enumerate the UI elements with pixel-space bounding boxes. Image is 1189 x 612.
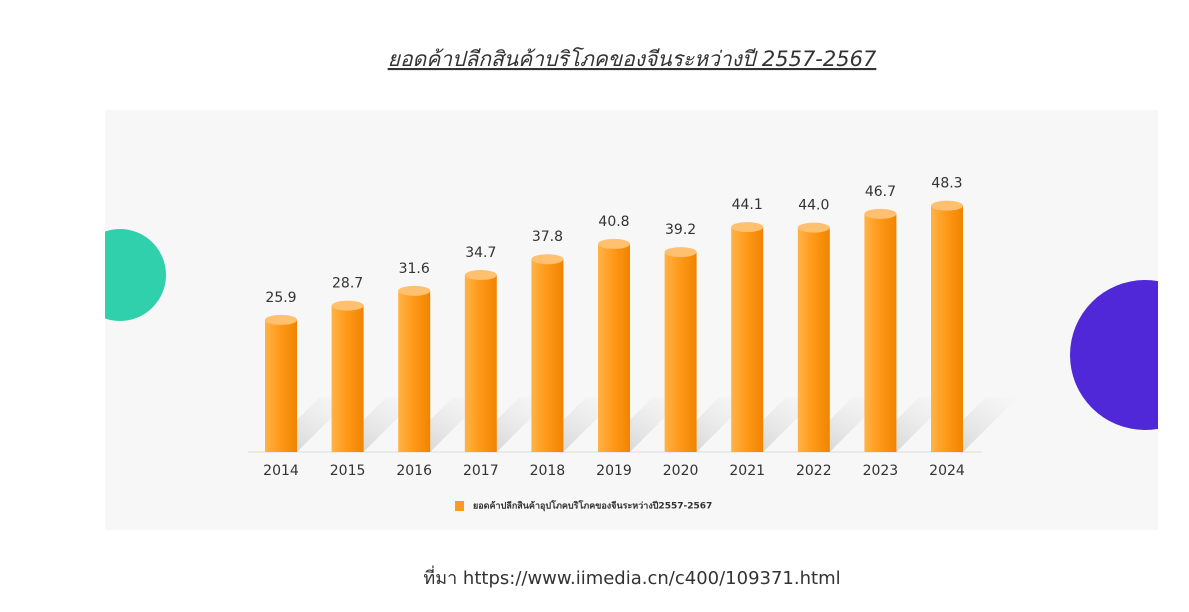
x-tick-label: 2020 xyxy=(663,463,699,479)
data-label: 44.1 xyxy=(732,197,763,213)
bar xyxy=(531,259,564,452)
legend-label: ยอดค้าปลีกสินค้าอุปโภคบริโภคของจีนระหว่า… xyxy=(473,500,712,512)
bar-cap xyxy=(331,300,364,311)
x-tick-label: 2023 xyxy=(863,463,899,479)
bar-cap xyxy=(265,314,297,325)
data-label: 34.7 xyxy=(465,245,496,261)
bar-cap xyxy=(731,222,764,233)
bar xyxy=(664,252,697,452)
x-tick-label: 2018 xyxy=(530,463,566,479)
chart-title: ยอดค้าปลีกสินค้าบริโภคของจีนระหว่างปี 25… xyxy=(388,47,877,71)
bar-cap xyxy=(398,285,431,296)
bar-cap xyxy=(531,254,564,265)
x-tick-label: 2019 xyxy=(596,463,632,479)
x-tick-label: 2014 xyxy=(263,463,299,479)
x-tick-label: 2016 xyxy=(396,463,432,479)
data-label: 48.3 xyxy=(931,176,962,192)
bar xyxy=(464,275,497,452)
data-label: 46.7 xyxy=(865,184,896,200)
purple-circle xyxy=(1070,280,1158,430)
bar xyxy=(265,319,297,452)
data-label: 31.6 xyxy=(399,261,430,277)
bar xyxy=(331,305,364,452)
bar-cap xyxy=(931,200,963,211)
data-label: 37.8 xyxy=(532,229,563,245)
bar-cap xyxy=(664,247,697,258)
x-tick-label: 2015 xyxy=(330,463,366,479)
bar-cap xyxy=(797,222,830,233)
data-label: 25.9 xyxy=(265,290,296,306)
data-label: 44.0 xyxy=(798,198,829,214)
bar-cap xyxy=(864,208,897,219)
green-circle xyxy=(105,229,166,321)
bar xyxy=(398,290,431,452)
bar xyxy=(731,227,764,452)
legend-swatch xyxy=(455,501,464,511)
bar xyxy=(797,227,830,452)
x-tick-label: 2021 xyxy=(729,463,765,479)
data-label: 39.2 xyxy=(665,222,696,238)
bar-cap xyxy=(598,238,630,249)
bar xyxy=(598,243,630,452)
x-tick-label: 2022 xyxy=(796,463,832,479)
bar xyxy=(931,205,963,452)
data-label: 28.7 xyxy=(332,276,363,292)
x-tick-label: 2024 xyxy=(929,463,965,479)
x-tick-label: 2017 xyxy=(463,463,499,479)
bar-cap xyxy=(464,270,497,281)
data-label: 40.8 xyxy=(598,214,629,230)
source: ที่มา https://www.iimedia.cn/c400/109371… xyxy=(423,565,840,589)
bar xyxy=(864,213,897,452)
